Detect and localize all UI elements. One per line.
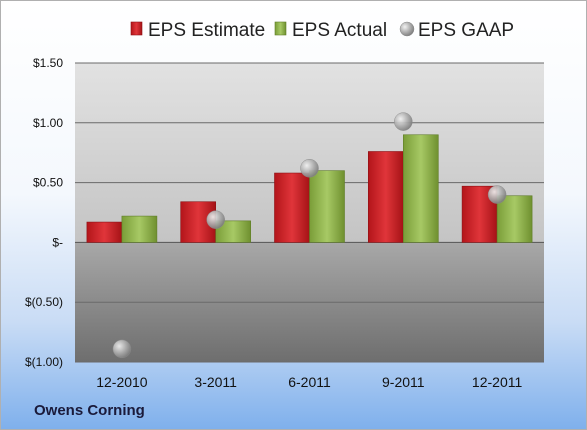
legend-label: EPS Estimate xyxy=(148,20,265,41)
eps-gaap-marker xyxy=(487,185,507,204)
eps-estimate-bar xyxy=(86,221,123,243)
legend-label: EPS Actual xyxy=(292,20,387,41)
eps-gaap-marker xyxy=(206,210,225,229)
eps-actual-bar xyxy=(309,170,345,243)
x-category-label: 12-2011 xyxy=(472,374,523,390)
eps-gaap-marker xyxy=(300,158,319,178)
legend-item-eps-actual: EPS Actual xyxy=(274,20,387,41)
y-tick-label: $(0.50) xyxy=(25,295,63,309)
eps-gaap-marker xyxy=(394,112,413,131)
y-tick-label: $(1.00) xyxy=(25,355,63,369)
eps-actual-bar xyxy=(121,215,158,243)
x-category-label: 9-2011 xyxy=(382,374,425,390)
y-tick-label: $0.50 xyxy=(33,176,63,190)
eps-estimate-bar xyxy=(274,172,310,243)
y-tick-label: $1.50 xyxy=(33,56,63,70)
legend-swatch xyxy=(274,21,287,36)
legend-swatch xyxy=(130,21,143,36)
eps-actual-bar xyxy=(402,134,439,243)
x-category-label: 6-2011 xyxy=(288,374,331,390)
x-category-label: 3-2011 xyxy=(194,374,237,390)
legend-item-eps-estimate: EPS Estimate xyxy=(130,20,265,41)
eps-gaap-marker xyxy=(112,339,132,359)
eps-actual-bar xyxy=(496,195,533,243)
x-category-label: 12-2010 xyxy=(96,374,148,390)
legend-swatch xyxy=(399,21,415,37)
legend-label: EPS GAAP xyxy=(418,20,514,41)
y-tick-label: $- xyxy=(52,235,63,249)
company-name: Owens Corning xyxy=(34,402,145,419)
eps-estimate-bar xyxy=(367,151,404,243)
legend-item-eps-gaap: EPS GAAP xyxy=(399,20,514,41)
y-tick-label: $1.00 xyxy=(33,116,63,130)
eps-actual-bar xyxy=(215,220,251,243)
